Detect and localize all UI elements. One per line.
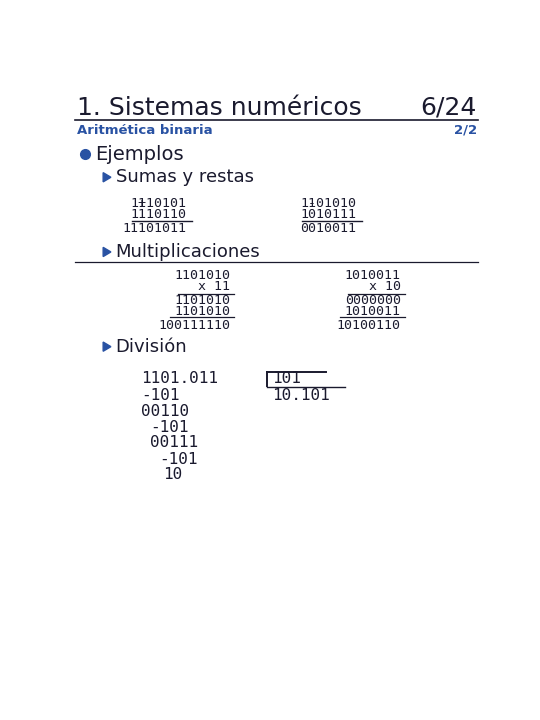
Text: 1110101: 1110101 — [130, 197, 186, 210]
Text: -101: -101 — [151, 420, 189, 435]
Polygon shape — [103, 173, 111, 182]
Text: 2/2: 2/2 — [454, 124, 477, 137]
Text: 00110: 00110 — [141, 404, 189, 419]
Text: Aritmética binaria: Aritmética binaria — [77, 124, 212, 137]
Text: 10: 10 — [163, 467, 182, 482]
Text: Ejemplos: Ejemplos — [96, 145, 184, 163]
Text: 1101010: 1101010 — [301, 197, 356, 210]
Text: División: División — [116, 338, 187, 356]
Text: 00111: 00111 — [151, 436, 199, 451]
Text: 1010011: 1010011 — [345, 269, 401, 282]
Text: 100111110: 100111110 — [158, 318, 230, 332]
Text: 10100110: 10100110 — [337, 318, 401, 332]
Text: 101: 101 — [272, 372, 301, 387]
Text: x 10: x 10 — [369, 280, 401, 293]
Text: 0010011: 0010011 — [301, 222, 356, 235]
Text: 0000000: 0000000 — [345, 294, 401, 307]
Text: -101: -101 — [160, 451, 198, 467]
Polygon shape — [103, 342, 111, 351]
Text: Multiplicaciones: Multiplicaciones — [116, 243, 260, 261]
Text: 1. Sistemas numéricos: 1. Sistemas numéricos — [77, 96, 362, 120]
Text: 1110110: 1110110 — [130, 209, 186, 222]
Text: 1101010: 1101010 — [174, 269, 230, 282]
Text: x 11: x 11 — [198, 280, 230, 293]
Text: Sumas y restas: Sumas y restas — [116, 168, 254, 186]
Text: 1101010: 1101010 — [174, 305, 230, 318]
Text: 11101011: 11101011 — [122, 222, 186, 235]
Text: 1010111: 1010111 — [301, 209, 356, 222]
Polygon shape — [103, 248, 111, 256]
Text: 1101.011: 1101.011 — [141, 372, 218, 387]
Text: +: + — [137, 197, 145, 210]
Text: 6/24: 6/24 — [420, 96, 477, 120]
Text: 1010011: 1010011 — [345, 305, 401, 318]
Text: -: - — [308, 197, 316, 210]
Text: 10.101: 10.101 — [272, 388, 330, 403]
Text: 1101010: 1101010 — [174, 294, 230, 307]
Text: -101: -101 — [141, 388, 180, 403]
